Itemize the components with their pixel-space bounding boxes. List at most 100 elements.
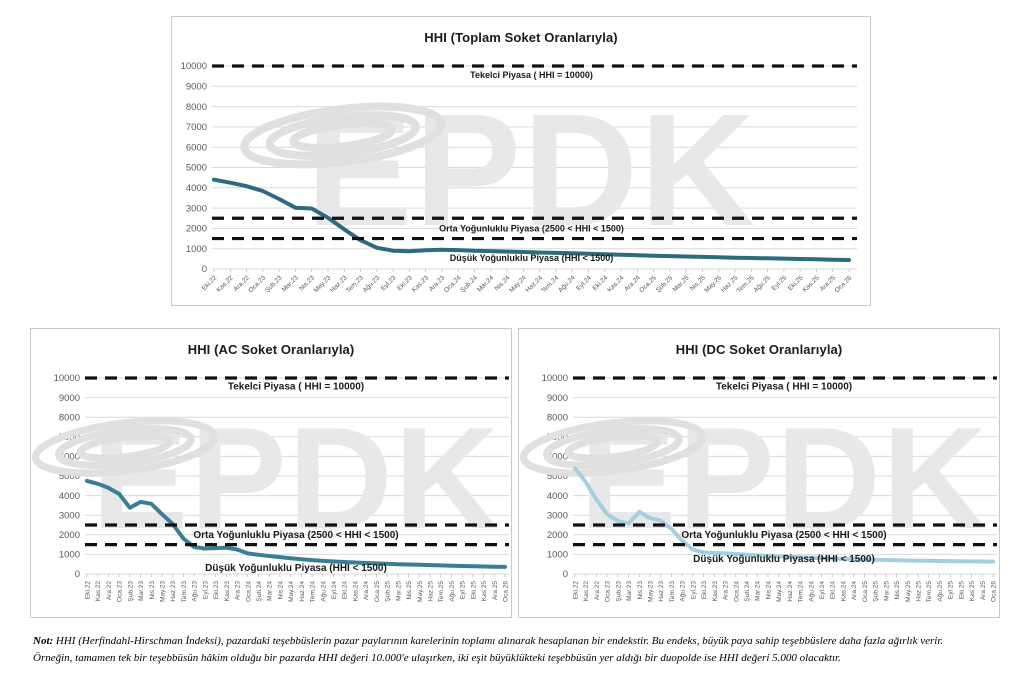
footnote-label: Not: (33, 635, 54, 647)
chart-title-ac: HHI (AC Soket Oranlarıyla) (187, 342, 355, 357)
svg-text:Ağu.25: Ağu.25 (937, 581, 944, 602)
svg-text:Oca.23: Oca.23 (117, 581, 124, 602)
svg-text:Eyl.23: Eyl.23 (202, 581, 209, 599)
reference-label-2500: Orta Yoğunluklu Piyasa (2500 < HHI < 150… (681, 530, 886, 541)
svg-text:Ağu.23: Ağu.23 (680, 581, 687, 602)
footnote: Not: HHI (Herfindahl-Hirschman İndeksi),… (33, 633, 1011, 667)
svg-text:Şub.25: Şub.25 (385, 581, 392, 602)
svg-text:Şub.24: Şub.24 (459, 274, 479, 294)
svg-text:May.24: May.24 (776, 581, 783, 602)
svg-text:Mar.25: Mar.25 (395, 581, 402, 601)
svg-text:9000: 9000 (186, 82, 207, 93)
svg-text:Kas.22: Kas.22 (583, 581, 590, 602)
svg-text:5000: 5000 (547, 471, 568, 482)
svg-text:2000: 2000 (547, 530, 568, 541)
chart-panel-toplam: 0 1000 2000 3000 4000 5000 6000 7000 8000 9000 100… (171, 16, 871, 306)
svg-text:Ara.24: Ara.24 (363, 581, 370, 601)
chart-canvas-toplam: 0 1000 2000 3000 4000 5000 6000 7000 8000 9000 100… (181, 61, 857, 294)
svg-text:Ara.22: Ara.22 (106, 581, 113, 601)
svg-text:Kas.24: Kas.24 (840, 581, 847, 602)
svg-text:Nis.25: Nis.25 (406, 581, 413, 600)
svg-text:Oca.25: Oca.25 (638, 274, 658, 294)
svg-text:2000: 2000 (186, 224, 207, 235)
svg-text:Oca.24: Oca.24 (443, 274, 463, 294)
svg-text:Tem.24: Tem.24 (540, 274, 560, 294)
svg-text:4000: 4000 (186, 183, 207, 194)
svg-text:Eyl.24: Eyl.24 (331, 581, 338, 599)
svg-text:Haz.25: Haz.25 (915, 581, 922, 602)
chart-panel-dc: 0 1000 2000 3000 4000 5000 6000 7000 8000 9000 100… (518, 328, 1000, 618)
series-lines (85, 478, 507, 569)
svg-text:1000: 1000 (59, 550, 80, 561)
reference-lines: Tekelci Piyasa ( HHI = 10000) Orta Yoğunl… (212, 64, 857, 263)
svg-text:Tem.25: Tem.25 (438, 581, 445, 603)
svg-text:Şub.23: Şub.23 (127, 581, 134, 602)
svg-text:Şub.25: Şub.25 (655, 274, 675, 294)
svg-text:Tem.23: Tem.23 (669, 581, 676, 603)
svg-text:5000: 5000 (59, 471, 80, 482)
svg-text:1000: 1000 (186, 244, 207, 255)
svg-text:Kas.23: Kas.23 (411, 274, 431, 294)
reference-label-10000: Tekelci Piyasa ( HHI = 10000) (470, 70, 593, 80)
svg-text:1000: 1000 (547, 550, 568, 561)
svg-text:7000: 7000 (186, 122, 207, 133)
svg-text:Haz.25: Haz.25 (427, 581, 434, 602)
svg-text:10000: 10000 (542, 373, 568, 384)
svg-text:May.23: May.23 (160, 581, 167, 602)
svg-text:3000: 3000 (547, 510, 568, 521)
reference-lines: Tekelci Piyasa ( HHI = 10000) Orta Yoğunl… (573, 376, 997, 565)
svg-text:0: 0 (563, 569, 568, 580)
svg-text:Kas.22: Kas.22 (215, 274, 235, 294)
reference-label-2500: Orta Yoğunluklu Piyasa (2500 < HHI < 150… (193, 530, 398, 541)
svg-text:Şub.23: Şub.23 (264, 274, 284, 294)
reference-label-1500: Düşük Yoğunluklu Piyasa (HHI < 1500) (693, 554, 875, 565)
reference-label-1500: Düşük Yoğunluklu Piyasa (HHI < 1500) (205, 563, 387, 574)
svg-text:3000: 3000 (186, 203, 207, 214)
svg-text:Kas.23: Kas.23 (712, 581, 719, 602)
svg-text:Şub.23: Şub.23 (615, 581, 622, 602)
svg-text:Şub.24: Şub.24 (256, 581, 263, 602)
chart-title-toplam: HHI (Toplam Soket Oranlarıyla) (424, 30, 618, 45)
svg-text:Tem.23: Tem.23 (345, 274, 365, 294)
svg-text:May.23: May.23 (648, 581, 655, 602)
svg-text:4000: 4000 (547, 491, 568, 502)
svg-text:Mar.24: Mar.24 (267, 581, 274, 601)
svg-text:Ara.23: Ara.23 (235, 581, 242, 601)
svg-text:Ara.22: Ara.22 (594, 581, 601, 601)
svg-text:5000: 5000 (186, 163, 207, 174)
svg-text:Şub.25: Şub.25 (873, 581, 880, 602)
svg-text:Oca.23: Oca.23 (605, 581, 612, 602)
svg-text:Mar.25: Mar.25 (883, 581, 890, 601)
series-lines (212, 177, 851, 262)
svg-text:Ağu.25: Ağu.25 (449, 581, 456, 602)
svg-text:Mar.25: Mar.25 (672, 274, 691, 293)
svg-text:Eyl.25: Eyl.25 (771, 274, 789, 292)
svg-text:May.25: May.25 (905, 581, 912, 602)
chart-canvas-ac: 0100020003000400050006000700080009000100… (31, 373, 510, 603)
svg-text:Eyl.23: Eyl.23 (380, 274, 398, 292)
svg-text:Oca.26: Oca.26 (834, 274, 854, 294)
svg-text:9000: 9000 (547, 393, 568, 404)
svg-text:Haz.23: Haz.23 (658, 581, 665, 602)
svg-text:0: 0 (202, 264, 207, 275)
svg-text:Oca.26: Oca.26 (503, 581, 510, 602)
svg-text:10000: 10000 (181, 61, 207, 72)
svg-text:Ara.24: Ara.24 (851, 581, 858, 601)
svg-text:Mar.24: Mar.24 (476, 274, 495, 293)
svg-text:9000: 9000 (59, 393, 80, 404)
svg-text:Kas.22: Kas.22 (95, 581, 102, 602)
svg-text:8000: 8000 (547, 412, 568, 423)
svg-text:8000: 8000 (186, 102, 207, 113)
chart-panel-ac: 0 1000 2000 3000 4000 5000 6000 7000 8000 9000 100… (30, 328, 512, 618)
svg-text:6000: 6000 (186, 142, 207, 153)
x-axis-ticks (574, 574, 994, 577)
svg-text:May.24: May.24 (288, 581, 295, 602)
svg-text:Eki.25: Eki.25 (958, 581, 965, 599)
svg-text:May.25: May.25 (703, 274, 723, 294)
svg-text:Eki.24: Eki.24 (830, 581, 837, 599)
chart-canvas-dc: 0100020003000400050006000700080009000100… (519, 373, 998, 603)
svg-text:Eyl.25: Eyl.25 (460, 581, 467, 599)
y-axis-labels: 0100020003000400050006000700080009000100… (542, 373, 568, 580)
